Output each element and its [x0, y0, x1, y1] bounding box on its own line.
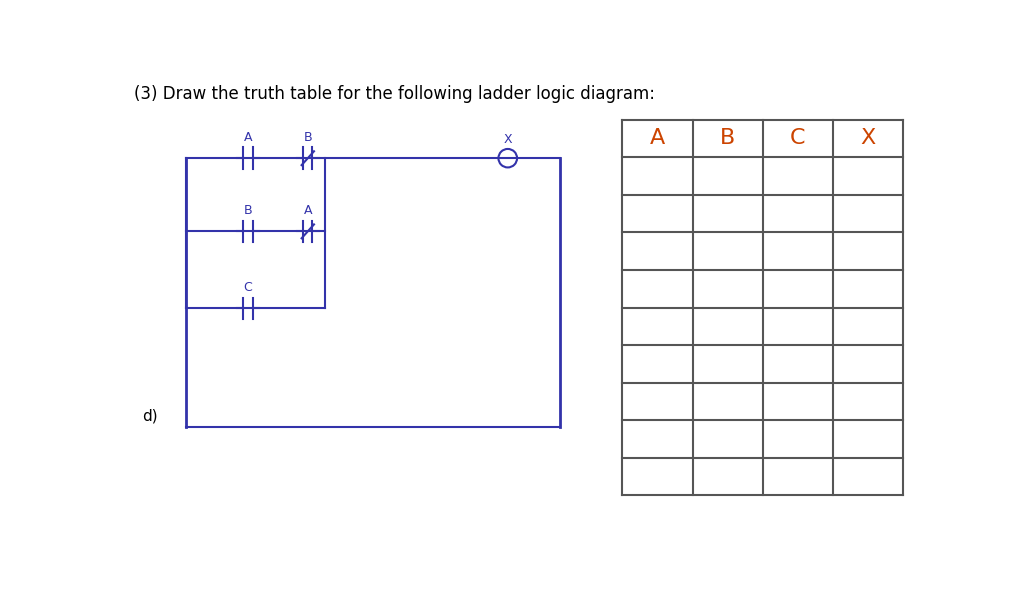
- Text: A: A: [244, 132, 252, 144]
- Text: (3) Draw the truth table for the following ladder logic diagram:: (3) Draw the truth table for the followi…: [134, 85, 655, 103]
- Text: A: A: [650, 128, 666, 148]
- Text: C: C: [244, 281, 253, 295]
- Text: B: B: [244, 204, 253, 218]
- Text: X: X: [504, 133, 512, 146]
- Text: A: A: [303, 204, 312, 218]
- Text: B: B: [303, 132, 312, 144]
- Text: C: C: [791, 128, 806, 148]
- Text: d): d): [142, 408, 158, 423]
- Text: B: B: [720, 128, 735, 148]
- Text: X: X: [860, 128, 876, 148]
